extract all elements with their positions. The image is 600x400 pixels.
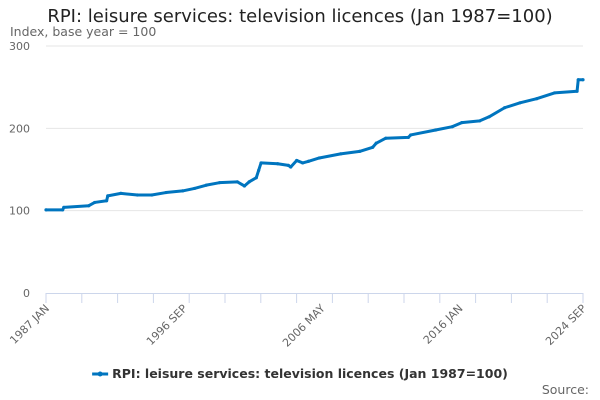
data-point (135, 193, 140, 197)
data-point (552, 91, 557, 95)
data-point (575, 89, 579, 93)
x-tick-label: 2016 JAN (421, 302, 466, 347)
data-point (478, 119, 482, 123)
y-tick-label: 0 (23, 287, 30, 300)
legend-item[interactable]: RPI: leisure services: television licenc… (92, 366, 508, 381)
data-point (518, 101, 522, 105)
y-tick-label: 300 (9, 40, 30, 53)
data-point (254, 176, 258, 180)
data-point (150, 193, 154, 197)
data-point (61, 208, 65, 212)
data-point (87, 204, 91, 208)
data-point (581, 78, 585, 82)
x-tick-label: 2024 SEP (543, 302, 589, 348)
data-point (317, 156, 321, 160)
legend-label: RPI: leisure services: television licenc… (112, 366, 508, 381)
x-tick-label: 1987 JAN (7, 302, 52, 347)
data-point (93, 200, 97, 205)
data-point (192, 186, 197, 191)
source-label: Source: (541, 382, 589, 397)
data-point (257, 168, 261, 172)
data-point (384, 136, 388, 140)
data-point (164, 190, 168, 195)
data-point (106, 194, 110, 198)
data-point (460, 120, 464, 125)
data-point (301, 161, 305, 165)
data-point (217, 181, 222, 185)
legend-marker-icon (97, 371, 103, 377)
data-point (181, 189, 185, 193)
data-point (62, 205, 66, 209)
data-point (295, 158, 299, 163)
data-point (434, 128, 438, 132)
data-point (242, 184, 247, 188)
data-point (576, 78, 580, 82)
data-point (289, 165, 293, 169)
data-point (339, 152, 343, 156)
data-point (371, 145, 375, 149)
data-point (259, 161, 263, 165)
data-point (358, 149, 362, 153)
data-point (286, 163, 290, 167)
data-point (119, 191, 123, 195)
data-point (306, 159, 311, 163)
data-point (44, 208, 48, 212)
data-point (450, 125, 454, 129)
data-point (247, 180, 251, 184)
data-point (276, 162, 280, 166)
chart-title: RPI: leisure services: television licenc… (47, 6, 553, 27)
data-point (235, 180, 239, 184)
y-tick-label: 200 (9, 122, 30, 135)
data-point (374, 141, 378, 145)
data-point (502, 106, 507, 110)
y-axis-label: Index, base year = 100 (10, 24, 157, 39)
data-point (204, 183, 208, 187)
y-tick-label: 100 (9, 205, 30, 218)
x-tick-label: 1996 SEP (144, 302, 190, 348)
series-line (46, 78, 583, 212)
data-point (409, 133, 413, 137)
data-point (535, 97, 539, 101)
data-point (487, 115, 491, 119)
data-point (104, 199, 109, 203)
x-tick-label: 2006 MAY (280, 302, 328, 350)
data-point (406, 135, 410, 139)
